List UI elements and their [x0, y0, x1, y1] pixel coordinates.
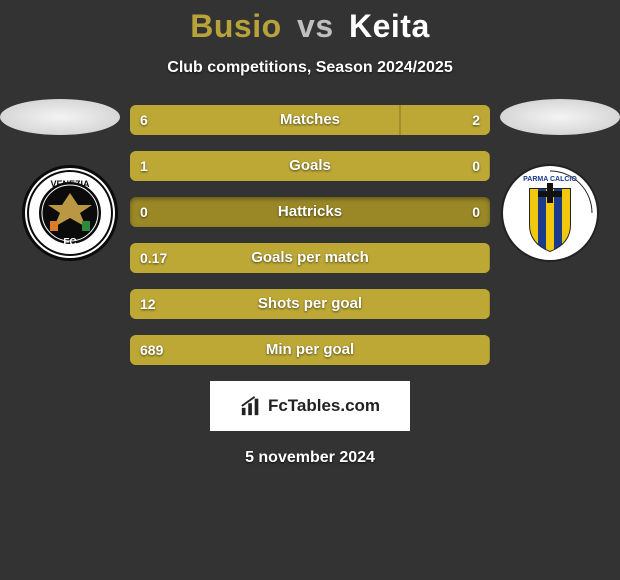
- stat-value-left: 12: [140, 289, 156, 319]
- stat-label: Min per goal: [130, 335, 490, 365]
- player1-club-badge: VENEZIA FC: [20, 163, 120, 263]
- svg-text:FC: FC: [63, 237, 76, 248]
- parma-badge-icon: PARMA CALCIO: [500, 163, 600, 263]
- comparison-title: Busio vs Keita: [0, 0, 620, 45]
- player1-name: Busio: [190, 8, 281, 44]
- stat-value-right: 2: [472, 105, 480, 135]
- stat-row: Shots per goal12: [130, 289, 490, 319]
- player1-marker-ellipse: [0, 99, 120, 135]
- venezia-badge-icon: VENEZIA FC: [20, 163, 120, 263]
- svg-text:PARMA CALCIO: PARMA CALCIO: [523, 176, 577, 183]
- stat-label: Shots per goal: [130, 289, 490, 319]
- stat-value-left: 1: [140, 151, 148, 181]
- stat-label: Matches: [130, 105, 490, 135]
- stat-value-left: 0: [140, 197, 148, 227]
- stat-value-right: 0: [472, 197, 480, 227]
- stat-label: Goals per match: [130, 243, 490, 273]
- subtitle: Club competitions, Season 2024/2025: [0, 59, 620, 77]
- branding-banner: FcTables.com: [210, 381, 410, 431]
- stat-value-left: 689: [140, 335, 163, 365]
- stat-value-left: 6: [140, 105, 148, 135]
- stat-label: Goals: [130, 151, 490, 181]
- player2-club-badge: PARMA CALCIO: [500, 163, 600, 263]
- stat-bars: Matches62Goals10Hattricks00Goals per mat…: [130, 105, 490, 365]
- comparison-content: VENEZIA FC PARMA CALCIO Matches: [0, 105, 620, 365]
- chart-icon: [240, 395, 262, 417]
- date-text: 5 november 2024: [0, 449, 620, 467]
- stat-row: Matches6 2: [130, 105, 490, 135]
- stat-row: Hattricks0 0: [130, 197, 490, 227]
- stat-row: Goals per match0.17: [130, 243, 490, 273]
- stat-value-left: 0.17: [140, 243, 167, 273]
- stat-row: Min per goal689: [130, 335, 490, 365]
- player2-marker-ellipse: [500, 99, 620, 135]
- vs-text: vs: [297, 8, 334, 44]
- stat-label: Hattricks: [130, 197, 490, 227]
- stat-value-right: 0: [472, 151, 480, 181]
- player2-name: Keita: [349, 8, 430, 44]
- stat-row: Goals1 0: [130, 151, 490, 181]
- branding-text: FcTables.com: [268, 396, 380, 416]
